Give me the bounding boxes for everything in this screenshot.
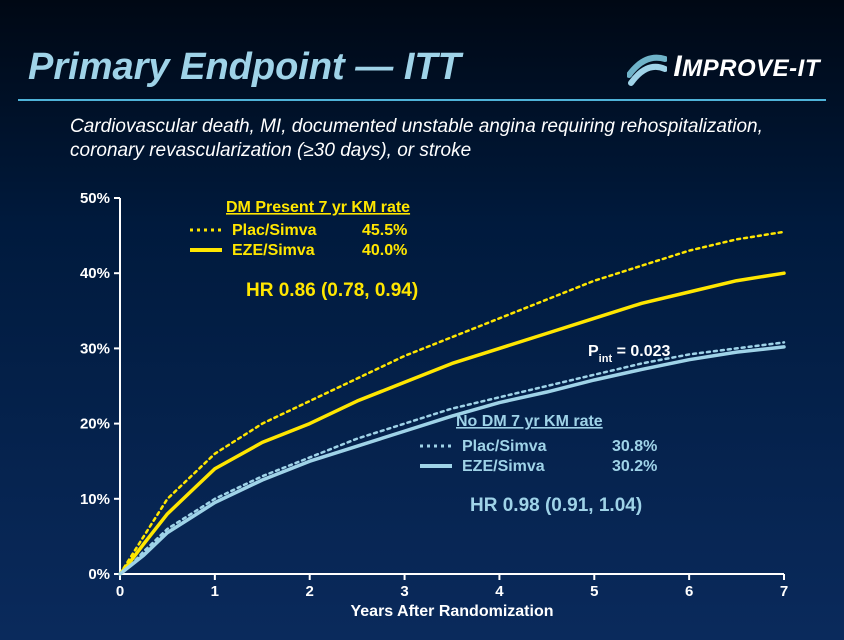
svg-text:40%: 40% bbox=[80, 265, 110, 282]
svg-text:5: 5 bbox=[590, 583, 598, 600]
svg-text:40.0%: 40.0% bbox=[362, 242, 407, 259]
svg-text:45.5%: 45.5% bbox=[362, 222, 407, 239]
svg-text:10%: 10% bbox=[80, 491, 110, 508]
svg-text:EZE/Simva: EZE/Simva bbox=[232, 242, 315, 259]
svg-text:0: 0 bbox=[116, 583, 124, 600]
svg-text:Years After Randomization: Years After Randomization bbox=[350, 603, 553, 620]
svg-text:3: 3 bbox=[400, 583, 408, 600]
swoosh-icon bbox=[627, 45, 667, 89]
svg-text:1: 1 bbox=[211, 583, 219, 600]
svg-text:DM Present 7 yr KM rate: DM Present 7 yr KM rate bbox=[226, 199, 410, 216]
svg-text:30%: 30% bbox=[80, 340, 110, 357]
header-row: Primary Endpoint — ITT IMPROVE-IT bbox=[0, 0, 844, 95]
survival-chart: 0% 10% 20% 30% 40% 50% 0 1 2 3 4 5 6 7 Years After Ran… bbox=[64, 180, 804, 620]
svg-text:2: 2 bbox=[306, 583, 314, 600]
svg-text:30.8%: 30.8% bbox=[612, 438, 657, 455]
svg-text:20%: 20% bbox=[80, 416, 110, 433]
svg-text:No DM 7 yr KM ra: No DM 7 yr KM rate bbox=[456, 413, 603, 430]
svg-text:6: 6 bbox=[685, 583, 693, 600]
svg-text:Plac/Simva: Plac/Simva bbox=[232, 222, 317, 239]
svg-text:0%: 0% bbox=[88, 566, 110, 583]
svg-text:HR 0.86 (0.78, 0.94): HR 0.86 (0.78, 0.94) bbox=[246, 280, 418, 301]
svg-text:50%: 50% bbox=[80, 190, 110, 207]
svg-text:Plac/Simva: Plac/Simva bbox=[462, 438, 547, 455]
svg-text:7: 7 bbox=[780, 583, 788, 600]
svg-text:30.2%: 30.2% bbox=[612, 458, 657, 475]
svg-text:HR 0.98 (0.91, 1.04): HR 0.98 (0.91, 1.04) bbox=[470, 495, 642, 516]
svg-text:EZE/Simva: EZE/Simva bbox=[462, 458, 545, 475]
svg-text:4: 4 bbox=[495, 583, 504, 600]
page-title: Primary Endpoint — ITT bbox=[28, 46, 461, 89]
improve-it-logo: IMPROVE-IT bbox=[627, 45, 820, 89]
subtitle: Cardiovascular death, MI, documented uns… bbox=[0, 101, 844, 163]
logo-text: IMPROVE-IT bbox=[673, 50, 820, 84]
svg-text:Pint = 0.023: Pint = 0.023 bbox=[588, 343, 671, 365]
